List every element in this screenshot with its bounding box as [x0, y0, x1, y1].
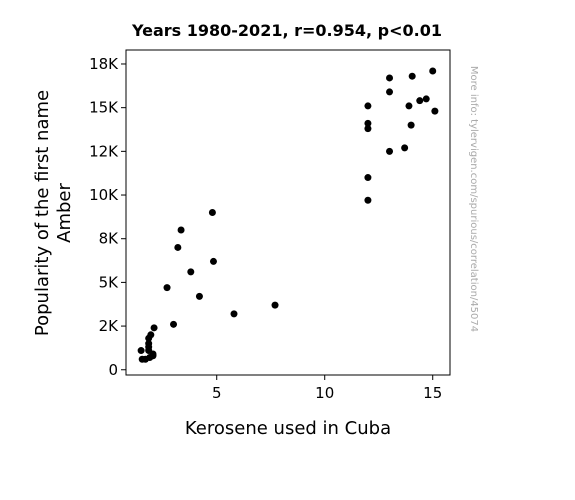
x-tick-label: 5	[212, 384, 222, 402]
data-point	[163, 284, 171, 292]
data-point	[177, 226, 185, 234]
chart-title: Years 1980-2021, r=0.954, p<0.01	[131, 21, 442, 40]
data-point	[416, 97, 424, 105]
x-tick-label: 15	[423, 384, 442, 402]
y-tick-label: 12K	[89, 142, 119, 160]
data-point	[209, 257, 217, 265]
watermark: More info: tylervigen.com/spurious/corre…	[468, 66, 479, 332]
data-point	[137, 347, 145, 355]
data-points	[137, 67, 439, 363]
data-point	[386, 147, 394, 155]
y-axis-label-line-2: Amber	[54, 183, 75, 243]
data-point	[386, 74, 394, 82]
data-point	[407, 121, 415, 129]
y-tick-label: 10K	[89, 186, 119, 204]
data-point	[364, 119, 372, 127]
data-point	[405, 102, 413, 110]
data-point	[230, 310, 238, 318]
data-point	[187, 268, 195, 276]
data-point	[149, 352, 157, 360]
y-tick-label: 5K	[99, 273, 120, 291]
y-tick-label: 15K	[89, 99, 119, 117]
data-point	[422, 95, 430, 103]
y-tick-label: 0	[108, 361, 118, 379]
data-point	[431, 107, 439, 115]
y-axis-label-line-1: Popularity of the first name	[32, 90, 53, 336]
data-point	[364, 196, 372, 204]
data-point	[429, 67, 437, 75]
data-point	[145, 340, 153, 348]
y-tick-label: 2K	[99, 317, 120, 335]
x-tick-label: 10	[315, 384, 334, 402]
x-axis: 5 10 15	[212, 375, 442, 402]
data-point	[364, 102, 372, 110]
data-point	[174, 243, 182, 251]
data-point	[208, 209, 216, 216]
y-axis: 0 2K 5K 8K 10K 12K 15K 18K	[89, 55, 126, 379]
data-point	[364, 174, 372, 182]
data-point	[401, 144, 409, 152]
data-point	[195, 292, 203, 300]
y-tick-label: 18K	[89, 55, 119, 73]
y-tick-label: 8K	[99, 230, 120, 248]
data-point	[170, 320, 178, 328]
data-point	[147, 331, 155, 339]
data-point	[364, 125, 372, 133]
data-point	[408, 72, 416, 80]
data-point	[386, 88, 394, 96]
data-point	[150, 324, 158, 332]
x-axis-label: Kerosene used in Cuba	[185, 418, 391, 439]
data-point	[271, 301, 279, 309]
plot-area	[125, 49, 451, 376]
